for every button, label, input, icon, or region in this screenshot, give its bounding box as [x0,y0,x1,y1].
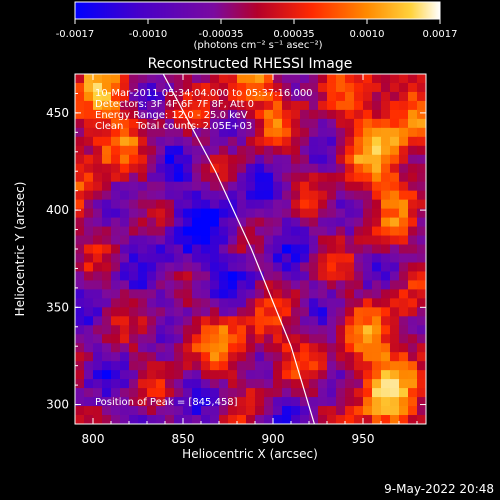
y-tick-label: 350 [46,300,69,314]
y-tick-label: 400 [46,203,69,217]
x-tick-label: 950 [352,432,375,446]
colorbar-gradient [74,1,441,20]
chart-title: Reconstructed RHESSI Image [148,56,353,72]
y-tick-label: 300 [46,398,69,412]
footer-date: 9-May-2022 20:48 [384,482,494,496]
info-detectors: Detectors: 3F 4F 6F 7F 8F, Att 0 [95,99,255,110]
colorbar-tick-label: -0.0017 [56,29,95,40]
solar-limb-line [162,74,315,424]
colorbar-ticks: -0.0017 -0.0010 -0.00035 0.00035 0.0010 0.001… [56,19,458,40]
colorbar: -0.0017 -0.0010 -0.00035 0.00035 0.0010 0.001… [56,1,458,51]
info-energy-range: Energy Range: 12.0 - 25.0 keV [95,110,248,121]
colorbar-tick-label: 0.00035 [273,29,314,40]
info-time-range: 10-Mar-2011 05:34:04.000 to 05:37:16.000 [95,88,313,99]
colorbar-tick-label: -0.0010 [129,29,168,40]
colorbar-tick-label: 0.0017 [423,29,458,40]
y-axis-label: Heliocentric Y (arcsec) [13,182,27,317]
y-tick-label: 450 [46,106,69,120]
y-axis: 300 350 400 450 [46,73,426,425]
colorbar-tick-label: 0.0010 [350,29,385,40]
info-clean-counts: Clean Total counts: 2.05E+03 [95,121,253,132]
x-axis: 800 850 900 950 [74,74,418,446]
colorbar-tick-label: -0.00035 [199,29,244,40]
heatmap [75,74,426,424]
x-tick-label: 850 [172,432,195,446]
x-axis-label: Heliocentric X (arcsec) [182,447,318,461]
x-tick-label: 800 [82,432,105,446]
x-tick-label: 900 [262,432,285,446]
colorbar-unit-label: (photons cm⁻² s⁻¹ asec⁻²) [193,40,322,51]
info-peak-position: Position of Peak = [845,458] [95,397,238,408]
